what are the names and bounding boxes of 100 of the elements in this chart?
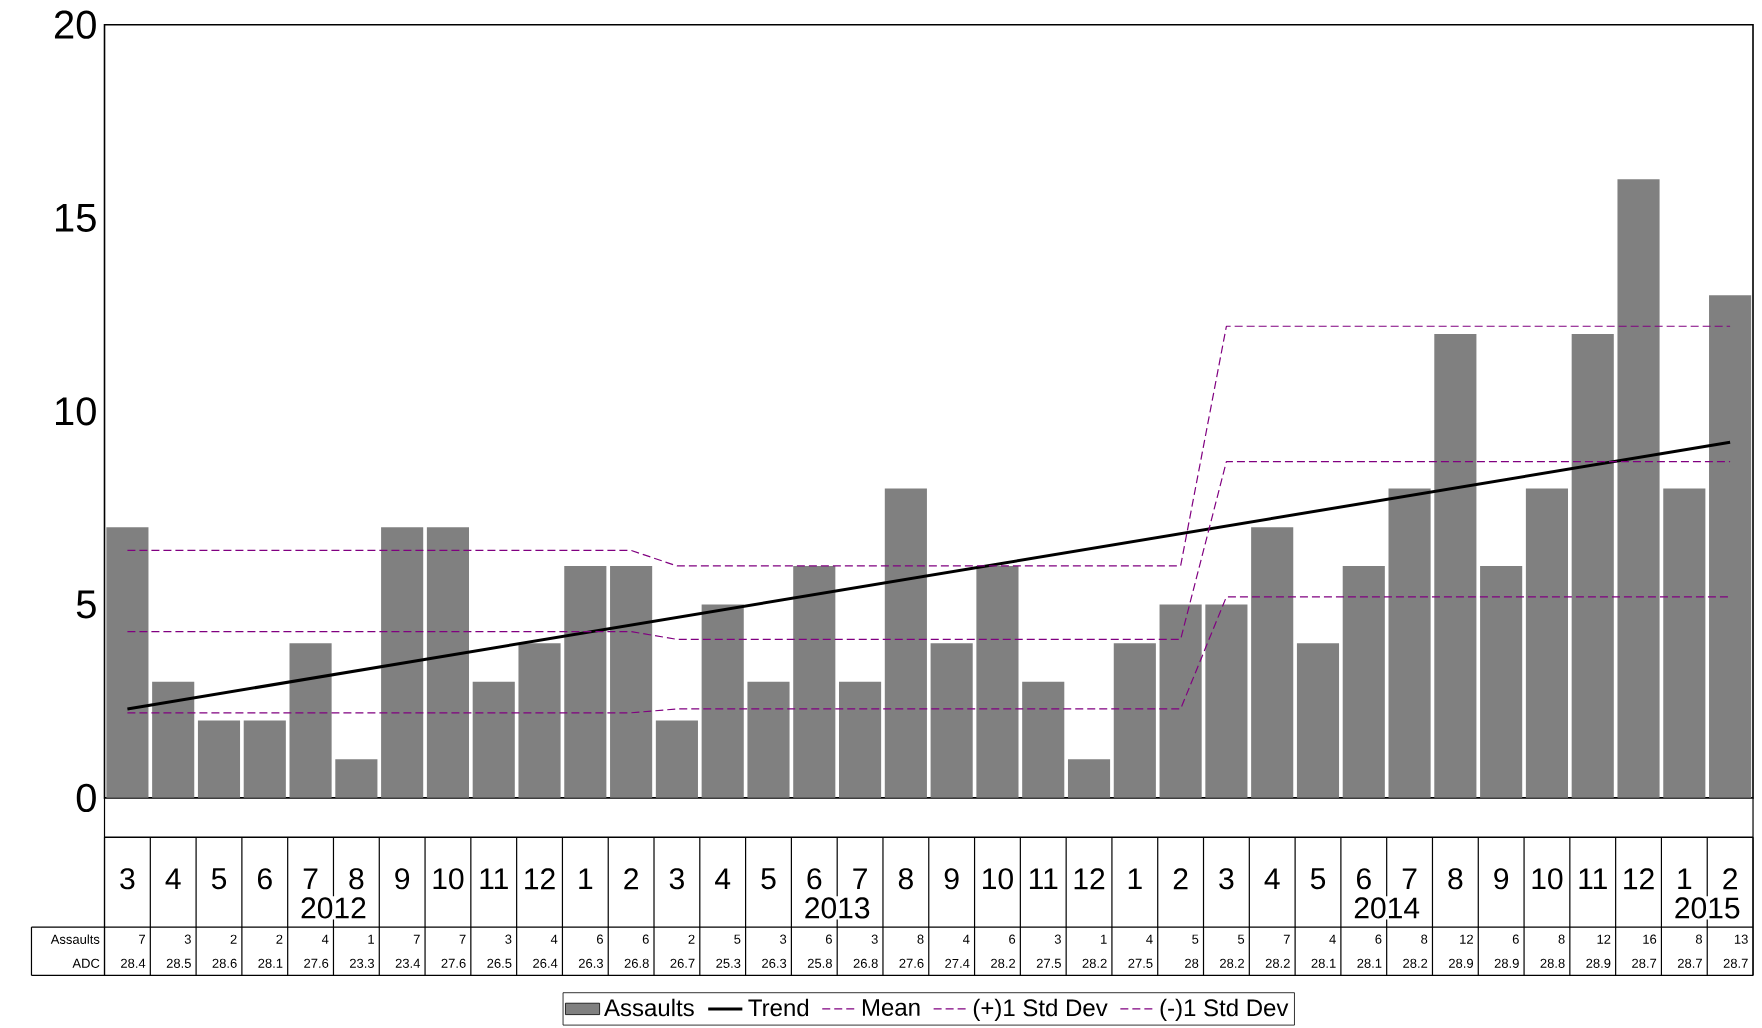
bar [1113,643,1156,798]
data-label: 1 [368,934,374,944]
legend-label: Assaults [604,998,694,1017]
data-label: 8 [1558,934,1565,944]
x-tick-label: 4 [715,868,731,889]
x-tick-label: 3 [1219,868,1234,890]
y-tick-label: 10 [55,397,96,426]
text: 28.9 [1586,958,1611,968]
text: 27.6 [304,958,329,968]
text: 26.3 [578,958,603,968]
bar [1617,179,1660,798]
x-tick-label: 9 [395,868,410,890]
text: 27.4 [945,958,970,968]
bar [1342,565,1385,798]
data-label: 3 [871,934,878,944]
x-tick-label: 12 [1624,868,1654,890]
text: 27.6 [899,958,924,968]
bar [197,720,241,798]
text: 26.8 [853,958,878,968]
data-label: 4 [550,934,558,944]
data-label: 4 [1146,934,1153,944]
text: 28.7 [1677,958,1702,968]
data-label: 6 [1512,934,1519,944]
data-label: 8 [1695,934,1703,944]
bar [1251,527,1294,798]
text: 28.1 [1357,958,1382,968]
text: 28.1 [258,958,283,968]
text: 23.3 [349,958,375,968]
text: 27.5 [1036,958,1061,968]
bar [1525,488,1569,798]
text: Assaults [50,934,100,944]
x-tick-label: 2 [1173,868,1188,890]
legend-label: Mean [862,999,920,1016]
text: 2012 [301,897,366,919]
x-tick-label: 5 [211,868,227,890]
x-tick-label: 8 [898,868,913,890]
x-tick-label: 10 [983,868,1013,890]
y-tick-label: 20 [54,10,96,39]
bar [243,720,286,798]
text: 28.9 [1494,958,1519,968]
x-tick-label: 5 [1310,868,1326,890]
x-tick-label: 1 [1678,868,1692,889]
data-label: 8 [917,934,924,944]
bar [610,565,653,798]
x-tick-label: 12 [1074,868,1105,890]
data-label: 6 [597,934,603,944]
data-label: 5 [734,934,741,944]
text: 26.3 [762,958,787,968]
x-tick-label: 6 [1356,868,1371,890]
bar [1296,643,1340,798]
x-tick-label: 3 [669,868,684,890]
x-tick-label: 6 [807,868,822,890]
x-tick-label: 7 [1402,868,1417,889]
legend-label: Trend [748,998,809,1017]
x-tick-label: 11 [1029,868,1058,889]
x-tick-label: 8 [349,868,364,890]
text: 28.6 [212,958,237,968]
bar [518,643,561,798]
bar [793,565,836,798]
data-label: 4 [321,934,329,944]
data-label: 7 [139,934,145,944]
text: 27.6 [441,958,466,968]
text: 2013 [805,897,870,919]
x-tick-label: 5 [761,868,776,890]
bar [839,681,882,798]
data-label: 7 [459,934,466,944]
data-label: 7 [1283,934,1290,944]
bar [152,681,195,798]
bar [1709,295,1752,798]
bar [1159,604,1202,798]
data-label: 13 [1734,934,1748,944]
text: 28.5 [166,958,191,968]
x-tick-label: 4 [165,868,181,889]
data-label: 3 [184,934,191,944]
bar [1434,333,1477,798]
data-label: 6 [825,934,832,944]
bar [701,604,744,798]
text: 28.2 [991,958,1016,968]
data-label: 16 [1643,934,1657,944]
y-tick-label: 15 [55,203,96,232]
text: 28.9 [1448,958,1474,968]
x-tick-label: 10 [1532,868,1563,890]
bar [472,681,515,798]
x-tick-label: 6 [257,868,272,890]
bar [1067,759,1111,798]
data-label: 6 [1375,934,1382,944]
data-label: 7 [413,934,420,944]
bar [1022,681,1065,798]
text: 26.8 [624,958,649,968]
data-label: 12 [1460,934,1473,944]
text: 2015 [1675,897,1740,919]
text: 25.8 [807,958,832,968]
bar [655,720,698,798]
bar [976,565,1019,798]
text: ADC [72,958,100,968]
text: 28.2 [1082,958,1107,968]
bar [426,527,470,798]
data-label: 4 [962,934,970,944]
data-label: 5 [1237,934,1245,944]
data-label: 6 [1009,934,1016,944]
